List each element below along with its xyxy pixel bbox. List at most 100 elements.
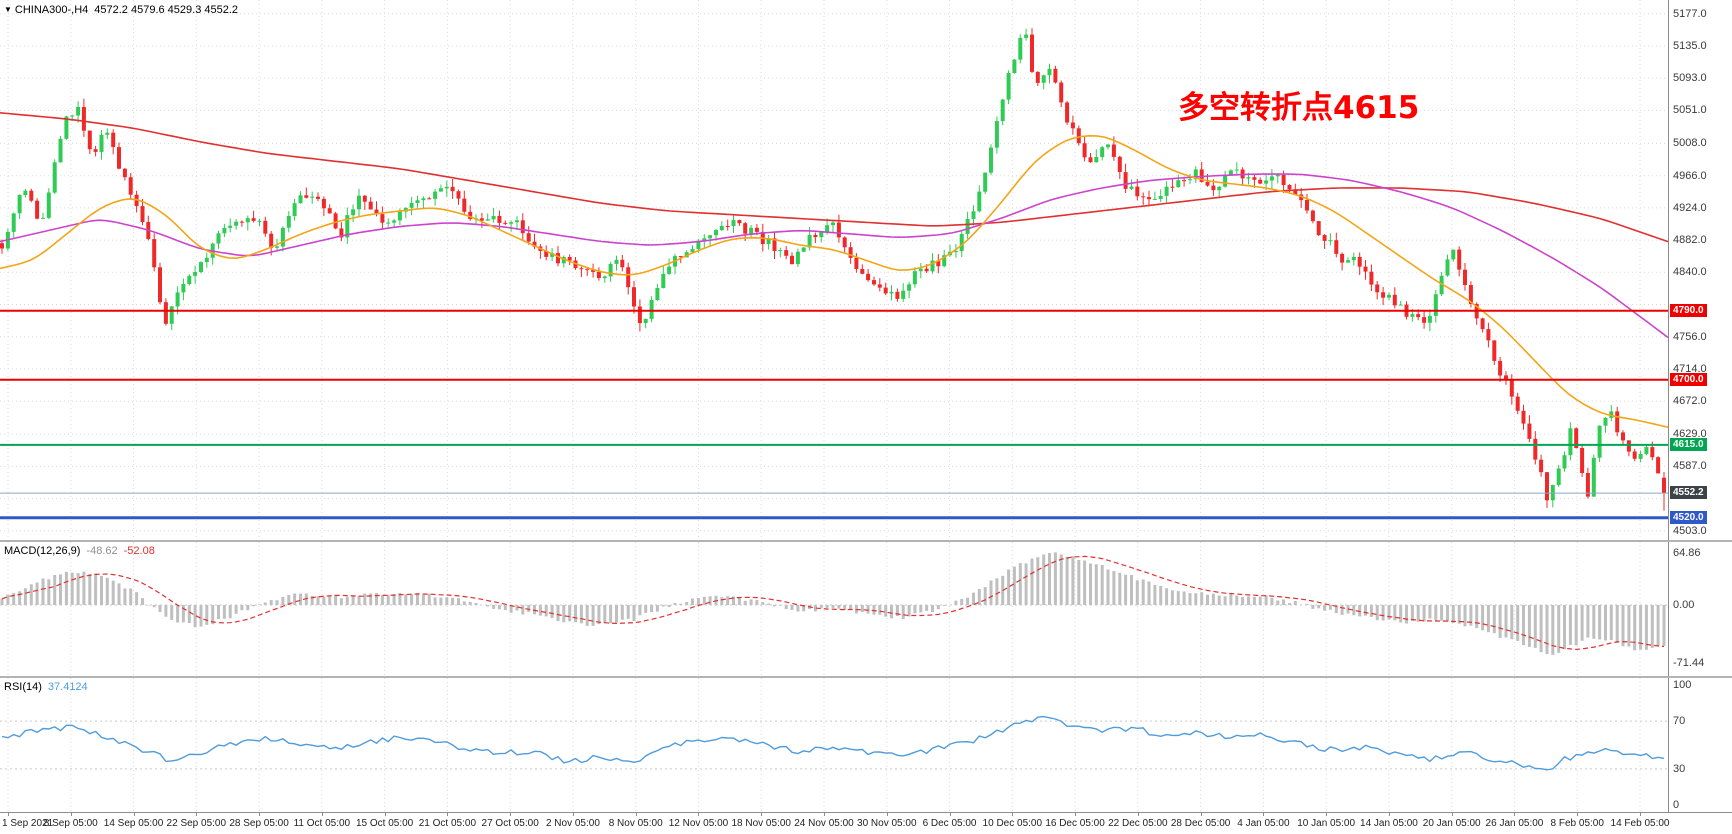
time-tick-mark — [1388, 813, 1390, 816]
price-level-tag: 4615.0 — [1670, 437, 1707, 451]
time-tick-mark — [635, 813, 637, 816]
time-tick-label: 10 Dec 05:00 — [982, 818, 1043, 829]
time-tick-label: 24 Nov 05:00 — [794, 818, 854, 829]
time-tick-mark — [949, 813, 951, 816]
time-tick-label: 12 Nov 05:00 — [668, 818, 729, 829]
time-tick-label: 28 Dec 05:00 — [1170, 818, 1231, 829]
macd-label: MACD(12,26,9) -48.62 -52.08 — [4, 545, 161, 557]
vertical-grid — [7, 0, 1641, 540]
price-tick-label: 5093.0 — [1673, 72, 1707, 85]
time-tick-label: 21 Oct 05:00 — [418, 818, 477, 829]
rsi-line — [1, 715, 1665, 771]
price-tick-label: 4924.0 — [1673, 201, 1707, 214]
collapse-triangle-icon[interactable]: ▼ — [4, 5, 12, 14]
time-tick-label: 22 Sep 05:00 — [166, 818, 227, 829]
panel-separator[interactable] — [0, 676, 1732, 678]
chinese-annotation: 多空转折点4615 — [1178, 90, 1420, 126]
price-scale[interactable]: 5177.0 5135.0 5093.0 5051.0 5008.0 4966.0 4924… — [1668, 0, 1732, 540]
time-tick-mark — [1137, 813, 1139, 816]
rsi-panel[interactable]: 100 70 30 0 RSI(14) 37.4124 — [0, 678, 1732, 812]
time-tick-label: 30 Nov 05:00 — [857, 818, 917, 829]
price-tick-label: 4629.0 — [1673, 428, 1707, 441]
time-tick-label: 10 Jan 05:00 — [1297, 818, 1356, 829]
time-tick-label: 11 Oct 05:00 — [293, 818, 351, 829]
rsi-tick-label: 100 — [1673, 679, 1692, 692]
time-tick-mark — [70, 813, 72, 816]
time-tick-mark — [447, 813, 449, 816]
price-level-tag: 4520.0 — [1670, 510, 1707, 524]
macd-tick-label: 0.00 — [1673, 598, 1695, 611]
time-tick-mark — [1012, 813, 1014, 816]
price-tick-label: 4966.0 — [1673, 169, 1707, 182]
time-tick-label: 16 Dec 05:00 — [1045, 818, 1105, 829]
panel-separator[interactable] — [0, 540, 1732, 542]
time-tick-mark — [1326, 813, 1328, 816]
time-tick-mark — [1451, 813, 1453, 816]
vertical-grid — [7, 678, 1641, 812]
time-tick-mark — [196, 813, 198, 816]
time-tick-mark — [384, 813, 386, 816]
time-tick-mark — [886, 813, 888, 816]
price-panel[interactable]: 5177.0 5135.0 5093.0 5051.0 5008.0 4966.0 4924… — [0, 0, 1732, 540]
macd-panel[interactable]: 64.86 0.00 -71.44 MACD(12,26,9) -48.62 -52.0… — [0, 542, 1732, 676]
price-tick-label: 4714.0 — [1673, 362, 1707, 375]
time-tick-label: 14 Jan 05:00 — [1360, 818, 1418, 829]
time-tick-mark — [321, 813, 323, 816]
time-tick-label: 14 Feb 05:00 — [1610, 818, 1670, 829]
rsi-tick-label: 30 — [1673, 762, 1686, 775]
rsi-scale[interactable]: 100 70 30 0 — [1668, 678, 1732, 812]
macd-scale[interactable]: 64.86 0.00 -71.44 — [1668, 542, 1732, 676]
time-tick-label: 27 Oct 05:00 — [481, 818, 539, 829]
rsi-plot[interactable] — [0, 678, 1668, 812]
macd-signal-line — [1, 555, 1665, 651]
rsi-tick-label: 70 — [1673, 715, 1686, 728]
time-tick-label: 15 Oct 05:00 — [355, 818, 414, 829]
time-axis[interactable]: 1 Sep 2021 8 Sep 05:00 14 Sep 05:00 22 Sep … — [0, 812, 1732, 834]
macd-name: MACD(12,26,9) — [4, 545, 81, 557]
macd-value-signal: -52.08 — [123, 545, 155, 557]
price-tick-label: 4503.0 — [1673, 524, 1707, 537]
time-tick-label: 8 Feb 05:00 — [1550, 818, 1604, 829]
bid-price-tag: 4552.2 — [1670, 486, 1707, 500]
rsi-tick-label: 0 — [1673, 798, 1680, 811]
rsi-label: RSI(14) 37.4124 — [4, 681, 94, 693]
price-tick-label: 5051.0 — [1673, 104, 1707, 117]
time-tick-label: 28 Sep 05:00 — [229, 818, 289, 829]
time-tick-label: 6 Dec 05:00 — [922, 818, 977, 829]
macd-histogram-layer — [0, 552, 1666, 655]
time-tick-mark — [1075, 813, 1077, 816]
time-tick-mark — [259, 813, 261, 816]
ma-slow-red-line — [0, 112, 1668, 243]
price-tick-label: 4672.0 — [1673, 395, 1707, 408]
price-tick-label: 4756.0 — [1673, 330, 1707, 343]
price-chart-plot[interactable] — [0, 0, 1668, 540]
price-level-tag: 4700.0 — [1670, 372, 1707, 386]
price-tick-label: 4840.0 — [1673, 266, 1707, 279]
time-tick-label: 26 Jan 05:00 — [1485, 818, 1544, 829]
price-tick-label: 5008.0 — [1673, 137, 1707, 150]
price-level-tag: 4790.0 — [1670, 303, 1707, 317]
time-tick-label: 8 Nov 05:00 — [608, 818, 663, 829]
ma-medium-magenta-line — [0, 173, 1668, 339]
rsi-name: RSI(14) — [4, 681, 42, 693]
ma-fast-orange-line — [0, 134, 1668, 428]
time-tick-mark — [133, 813, 135, 816]
time-tick-label: 18 Nov 05:00 — [731, 818, 791, 829]
ohlc-quote: 4572.2 4579.6 4529.3 4552.2 — [94, 4, 239, 16]
time-tick-mark — [1200, 813, 1202, 816]
time-tick-mark — [1263, 813, 1265, 816]
macd-plot[interactable] — [0, 542, 1668, 676]
time-tick-label: 14 Sep 05:00 — [103, 818, 164, 829]
time-tick-mark — [510, 813, 512, 816]
time-tick-mark — [824, 813, 825, 816]
time-tick-label: 2 Nov 05:00 — [545, 818, 600, 829]
price-tick-label: 4882.0 — [1673, 234, 1707, 247]
symbol-timeframe: CHINA300-,H4 — [14, 4, 89, 16]
time-tick-label: 8 Sep 05:00 — [43, 818, 98, 829]
candles-layer — [0, 28, 1666, 511]
time-tick-mark — [698, 813, 700, 816]
price-tick-label: 4587.0 — [1673, 460, 1707, 473]
time-tick-mark — [1514, 813, 1516, 816]
time-tick-mark — [8, 813, 9, 816]
time-tick-mark — [572, 813, 574, 816]
